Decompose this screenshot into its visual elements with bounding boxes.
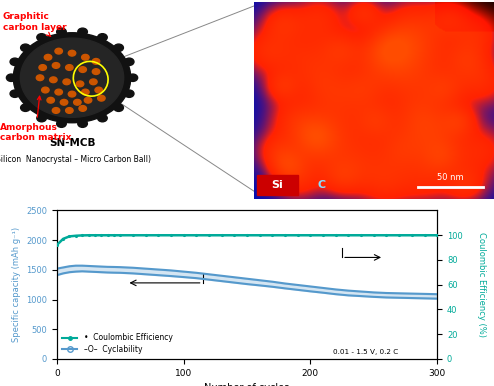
- Text: 50 nm: 50 nm: [437, 173, 464, 182]
- Circle shape: [20, 38, 124, 117]
- Circle shape: [82, 54, 89, 60]
- Text: (Silicon  Nanocrystal – Micro Carbon Ball): (Silicon Nanocrystal – Micro Carbon Ball…: [0, 155, 151, 164]
- Circle shape: [84, 97, 92, 103]
- Text: 豫ICP备19022556号-2: 豫ICP备19022556号-2: [198, 385, 290, 386]
- Circle shape: [52, 63, 60, 68]
- Circle shape: [55, 89, 62, 95]
- Circle shape: [128, 74, 138, 81]
- Circle shape: [68, 91, 76, 97]
- Text: 0.01 - 1.5 V, 0.2 C: 0.01 - 1.5 V, 0.2 C: [333, 349, 399, 356]
- Circle shape: [79, 105, 86, 111]
- Circle shape: [57, 28, 66, 36]
- Circle shape: [76, 81, 84, 87]
- Circle shape: [114, 104, 124, 112]
- Y-axis label: Specific capacity (mAh g⁻¹): Specific capacity (mAh g⁻¹): [11, 227, 21, 342]
- Circle shape: [98, 115, 107, 122]
- Circle shape: [37, 115, 46, 122]
- Circle shape: [52, 108, 60, 113]
- Circle shape: [92, 69, 100, 74]
- Circle shape: [6, 74, 16, 81]
- Legend: •  Coulombic Efficiency, –O–  Cyclability: • Coulombic Efficiency, –O– Cyclability: [61, 332, 174, 355]
- Circle shape: [63, 79, 71, 85]
- Circle shape: [21, 104, 30, 112]
- Circle shape: [10, 58, 20, 66]
- Circle shape: [66, 64, 73, 70]
- X-axis label: Number of cycles: Number of cycles: [205, 383, 289, 386]
- Circle shape: [98, 95, 105, 101]
- FancyBboxPatch shape: [256, 175, 298, 195]
- Circle shape: [124, 90, 134, 97]
- Circle shape: [74, 100, 81, 105]
- Text: Si: Si: [271, 180, 283, 190]
- Circle shape: [66, 108, 73, 113]
- Text: SN-MCB: SN-MCB: [49, 138, 95, 148]
- Circle shape: [10, 90, 20, 97]
- Circle shape: [78, 28, 87, 36]
- Circle shape: [95, 87, 102, 93]
- Circle shape: [78, 120, 87, 127]
- Circle shape: [36, 75, 44, 81]
- Circle shape: [49, 77, 57, 83]
- Text: C: C: [318, 180, 326, 190]
- Text: Graphitic
carbon layer: Graphitic carbon layer: [2, 12, 66, 36]
- Y-axis label: Coulombic Efficiency (%): Coulombic Efficiency (%): [477, 232, 486, 337]
- Circle shape: [114, 44, 124, 51]
- Circle shape: [41, 87, 49, 93]
- Circle shape: [68, 50, 76, 56]
- Text: Amorphous
carbon matrix: Amorphous carbon matrix: [0, 96, 71, 142]
- Circle shape: [55, 48, 62, 54]
- Circle shape: [79, 67, 86, 73]
- Circle shape: [98, 34, 107, 41]
- Circle shape: [21, 44, 30, 51]
- Circle shape: [124, 58, 134, 66]
- Circle shape: [92, 59, 100, 64]
- Circle shape: [37, 34, 46, 41]
- Circle shape: [13, 33, 131, 123]
- Circle shape: [57, 120, 66, 127]
- Circle shape: [60, 100, 68, 105]
- Circle shape: [44, 54, 52, 60]
- Circle shape: [82, 89, 89, 95]
- Circle shape: [89, 79, 97, 85]
- Circle shape: [47, 97, 54, 103]
- Circle shape: [39, 64, 46, 70]
